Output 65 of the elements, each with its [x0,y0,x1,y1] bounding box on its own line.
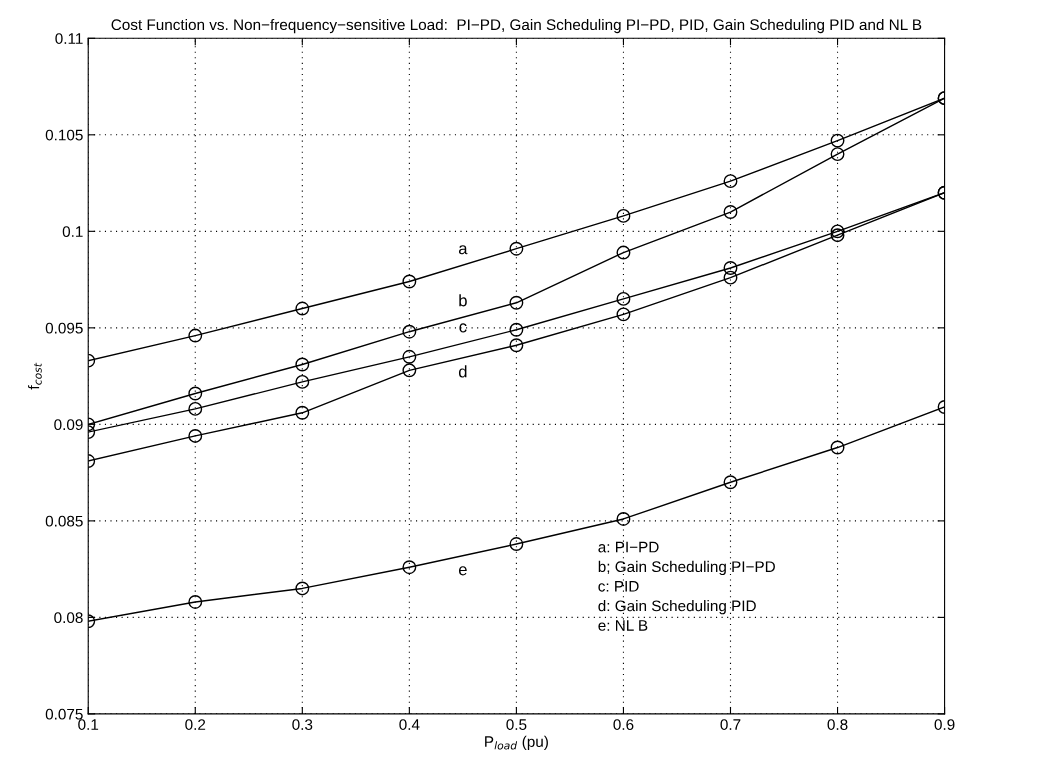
series-label: c [459,323,467,333]
point [723,270,738,285]
point [616,291,631,306]
point [830,133,845,148]
point [188,595,203,609]
annotation: a: PI−PD [598,541,659,553]
x-tick-label: 0.1 [78,719,99,730]
y-tick-label: 0.105 [45,129,83,141]
point [402,349,417,364]
point [295,405,310,420]
point [295,357,310,372]
annotation: b; Gain Scheduling PI−PD [598,560,775,576]
point [616,245,631,260]
point [402,274,417,289]
point [723,174,738,189]
y-axis-title: f$_{cost}$ [28,362,42,390]
point [509,338,524,353]
x-tick-label: 0.9 [934,719,955,730]
x-axis-title: P$_{load}$ (pu) [485,735,548,751]
annotation: d: Gain Scheduling PID [598,600,756,615]
point [188,401,203,416]
point [830,224,845,239]
point [723,475,738,490]
point [509,537,524,551]
point [402,324,417,339]
x-tick-label: 0.5 [506,719,527,730]
point [295,374,310,389]
point [830,440,845,455]
x-tick-label: 0.3 [292,719,313,730]
series-label: a [458,245,468,255]
series-label: b [459,294,467,307]
y-tick-label: 0.09 [54,419,83,431]
point [616,307,631,322]
point [830,147,845,162]
point [723,205,738,219]
x-tick-label: 0.2 [185,719,206,730]
point [402,560,417,575]
point [188,386,203,401]
chart-title: Cost Function vs. Non−frequency−sensitive Load: PI−PD, Gain Scheduling PI−PD, PID, Gain Scheduling PID and NL B [111,18,922,34]
series-label: e [458,566,467,576]
x-tick-label: 0.7 [720,719,741,730]
y-tick-label: 0.11 [55,33,83,44]
point [616,512,631,526]
point [509,241,524,256]
point [509,322,524,337]
point [188,328,203,343]
series-label: d [458,365,467,378]
y-tick-label: 0.075 [45,708,83,720]
point [830,228,845,243]
x-tick-label: 0.8 [827,719,848,730]
y-tick-label: 0.095 [45,322,83,334]
point [723,261,738,275]
point [295,301,310,316]
point [402,363,417,378]
point [509,295,524,310]
y-tick-label: 0.1 [62,226,83,238]
x-tick-label: 0.4 [399,719,420,730]
point [616,208,631,223]
point [295,581,310,596]
y-tick-label: 0.085 [45,515,83,527]
annotation: c: PID [598,581,639,592]
y-tick-label: 0.08 [54,612,83,624]
x-tick-label: 0.6 [613,719,634,730]
point [188,429,203,443]
annotation: e: NL B [598,620,648,631]
